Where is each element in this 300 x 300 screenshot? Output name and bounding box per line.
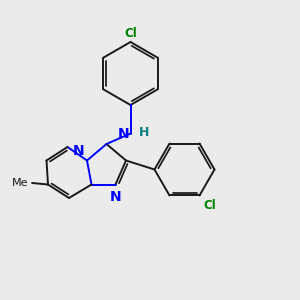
Text: N: N (73, 144, 85, 158)
Text: H: H (139, 125, 149, 139)
Text: N: N (117, 127, 129, 140)
Text: N: N (110, 190, 121, 204)
Text: Cl: Cl (203, 199, 216, 212)
Text: Me: Me (12, 178, 28, 188)
Text: Cl: Cl (124, 27, 137, 40)
